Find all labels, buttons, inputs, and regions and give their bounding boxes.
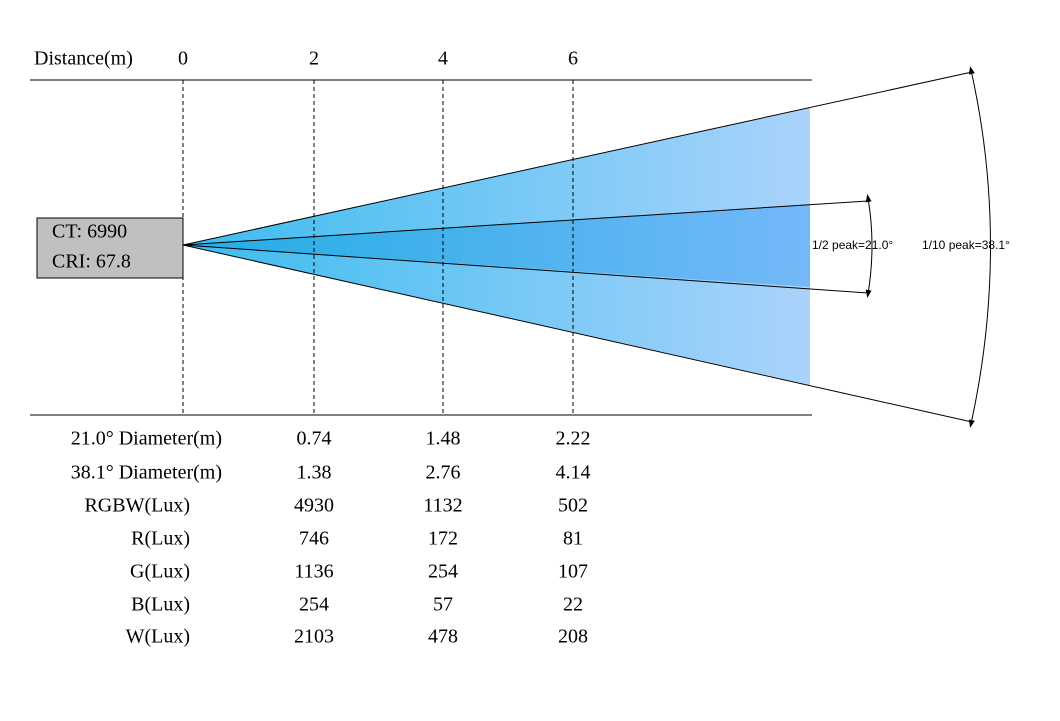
distance-tick: 4 bbox=[438, 48, 448, 70]
row-label: RGBW(Lux) bbox=[84, 495, 190, 517]
cell: 4930 bbox=[294, 495, 334, 517]
cri-label: CRI: 67.8 bbox=[52, 251, 131, 273]
cell: 1.38 bbox=[297, 462, 332, 484]
cell: 81 bbox=[563, 528, 583, 550]
cell: 746 bbox=[299, 528, 329, 550]
cell: 2.76 bbox=[426, 462, 461, 484]
cell: 57 bbox=[433, 594, 453, 616]
beam-inner bbox=[183, 205, 810, 287]
cell: 1.48 bbox=[426, 428, 461, 450]
half-peak-label: 1/2 peak=21.0° bbox=[812, 238, 893, 252]
row-label: W(Lux) bbox=[126, 626, 190, 648]
distance-tick: 0 bbox=[178, 48, 188, 70]
source-box bbox=[36, 217, 184, 279]
row-label: B(Lux) bbox=[131, 594, 190, 616]
row-label: 21.0° Diameter(m) bbox=[71, 428, 222, 450]
cell: 1132 bbox=[423, 495, 462, 517]
ct-label: CT: 6990 bbox=[52, 221, 127, 243]
cell: 107 bbox=[558, 561, 588, 583]
cell: 208 bbox=[558, 626, 588, 648]
cell: 22 bbox=[563, 594, 583, 616]
cell: 254 bbox=[299, 594, 329, 616]
cell: 0.74 bbox=[297, 428, 332, 450]
cell: 4.14 bbox=[556, 462, 591, 484]
row-label: R(Lux) bbox=[131, 528, 190, 550]
cell: 2103 bbox=[294, 626, 334, 648]
cell: 1136 bbox=[294, 561, 333, 583]
cell: 2.22 bbox=[556, 428, 591, 450]
row-label: G(Lux) bbox=[130, 561, 190, 583]
cell: 502 bbox=[558, 495, 588, 517]
cell: 478 bbox=[428, 626, 458, 648]
distance-label: Distance(m) bbox=[34, 48, 133, 70]
cell: 254 bbox=[428, 561, 458, 583]
row-label: 38.1° Diameter(m) bbox=[71, 462, 222, 484]
distance-tick: 2 bbox=[309, 48, 319, 70]
cell: 172 bbox=[428, 528, 458, 550]
tenth-peak-label: 1/10 peak=38.1° bbox=[922, 238, 1010, 252]
distance-tick: 6 bbox=[568, 48, 578, 70]
